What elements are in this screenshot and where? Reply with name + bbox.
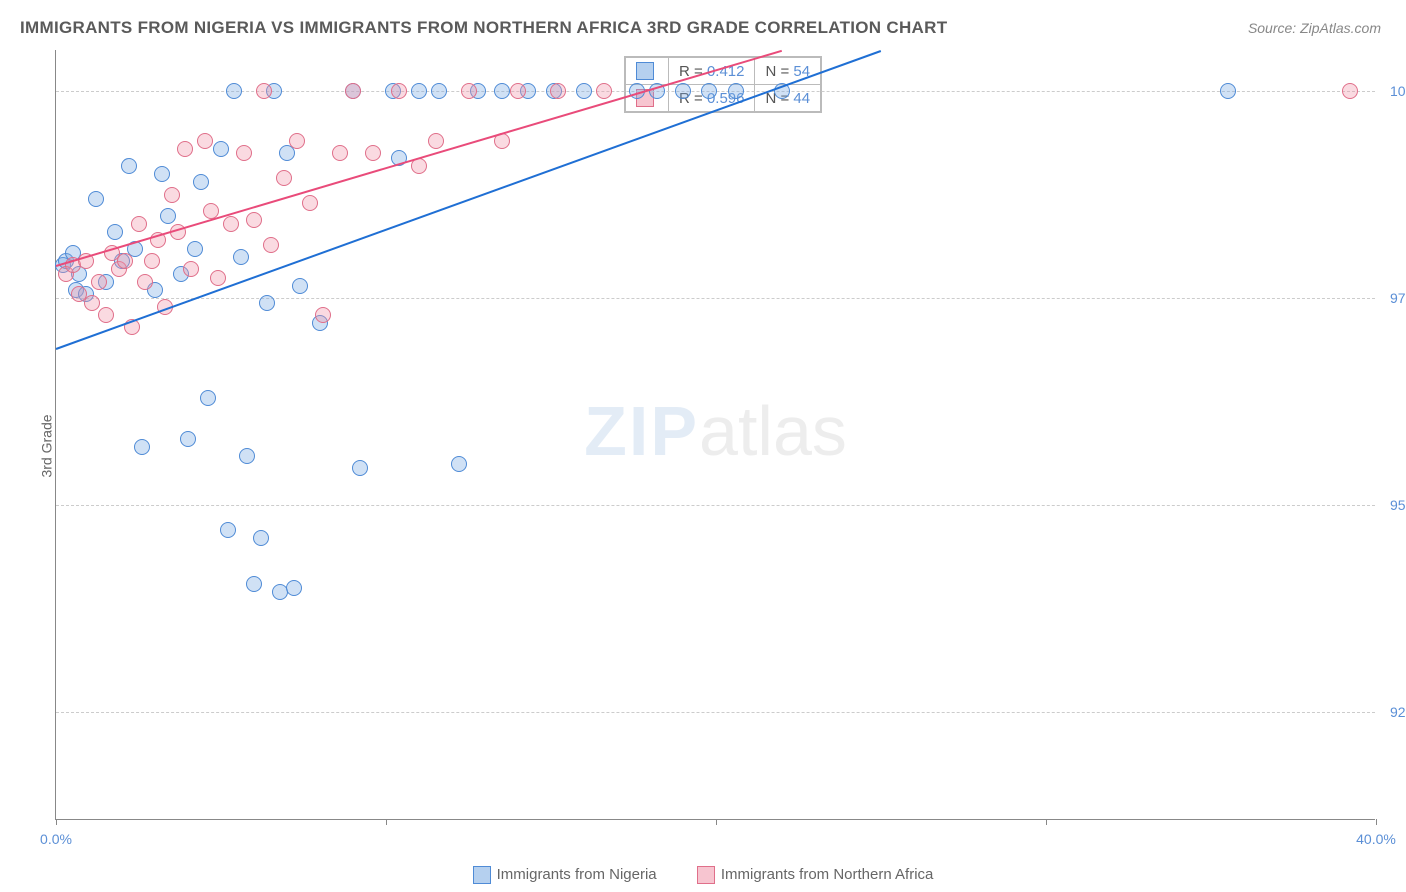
scatter-point-series1 [220,522,236,538]
scatter-point-series1 [160,208,176,224]
y-tick-label: 100.0% [1380,83,1406,99]
scatter-point-series1 [107,224,123,240]
legend-item-series2: Immigrants from Northern Africa [697,866,934,884]
scatter-point-series1 [292,278,308,294]
scatter-point-series1 [253,530,269,546]
scatter-point-series1 [200,390,216,406]
scatter-point-series2 [144,253,160,269]
y-tick-label: 95.0% [1380,497,1406,513]
scatter-point-series1 [259,295,275,311]
legend-label-series2: Immigrants from Northern Africa [721,866,934,883]
scatter-point-series2 [550,83,566,99]
scatter-point-series2 [461,83,477,99]
scatter-point-series2 [98,307,114,323]
scatter-point-series1 [411,83,427,99]
y-tick-label: 97.5% [1380,290,1406,306]
gridline-h [56,298,1375,299]
legend-label-series1: Immigrants from Nigeria [497,866,657,883]
scatter-point-series2 [263,237,279,253]
scatter-point-series1 [675,83,691,99]
x-tick-mark [716,819,717,825]
legend-n-label: N = 54 [755,58,821,85]
scatter-point-series2 [131,216,147,232]
scatter-point-series1 [213,141,229,157]
scatter-point-series2 [289,133,305,149]
scatter-point-series1 [246,576,262,592]
watermark: ZIPatlas [584,391,847,471]
scatter-point-series1 [451,456,467,472]
x-tick-mark [56,819,57,825]
scatter-point-series1 [233,249,249,265]
series-legend: Immigrants from Nigeria Immigrants from … [0,866,1406,884]
scatter-point-series2 [164,187,180,203]
x-tick-mark [386,819,387,825]
scatter-point-series1 [494,83,510,99]
scatter-point-series1 [352,460,368,476]
y-axis-label: 3rd Grade [39,414,55,477]
scatter-point-series2 [596,83,612,99]
scatter-point-series2 [428,133,444,149]
scatter-point-series1 [1220,83,1236,99]
scatter-point-series2 [84,295,100,311]
scatter-point-series2 [210,270,226,286]
scatter-point-series2 [315,307,331,323]
watermark-part1: ZIP [584,392,699,470]
x-tick-label: 40.0% [1356,831,1396,847]
scatter-point-series2 [246,212,262,228]
swatch-series2-icon [697,866,715,884]
gridline-h [56,505,1375,506]
scatter-point-series2 [91,274,107,290]
legend-row-series1: R = 0.412 N = 54 [626,58,821,85]
scatter-point-series2 [177,141,193,157]
scatter-point-series2 [302,195,318,211]
scatter-point-series1 [431,83,447,99]
scatter-point-series1 [286,580,302,596]
scatter-point-series1 [154,166,170,182]
x-tick-mark [1376,819,1377,825]
scatter-point-series2 [183,261,199,277]
swatch-series1-icon [473,866,491,884]
scatter-point-series2 [510,83,526,99]
legend-item-series1: Immigrants from Nigeria [473,866,657,884]
scatter-point-series2 [1342,83,1358,99]
scatter-point-series1 [193,174,209,190]
scatter-point-series1 [576,83,592,99]
scatter-point-series2 [236,145,252,161]
scatter-point-series1 [134,439,150,455]
scatter-point-series2 [276,170,292,186]
scatter-point-series2 [256,83,272,99]
scatter-point-series1 [88,191,104,207]
swatch-series1 [636,62,654,80]
y-tick-label: 92.5% [1380,704,1406,720]
scatter-point-series2 [223,216,239,232]
scatter-point-series2 [137,274,153,290]
x-tick-label: 0.0% [40,831,72,847]
x-tick-mark [1046,819,1047,825]
scatter-point-series1 [187,241,203,257]
scatter-point-series2 [117,253,133,269]
scatter-point-series2 [345,83,361,99]
scatter-point-series1 [728,83,744,99]
scatter-point-series1 [180,431,196,447]
source-attribution: Source: ZipAtlas.com [1248,20,1381,36]
scatter-point-series1 [226,83,242,99]
watermark-part2: atlas [699,392,847,470]
scatter-point-series2 [365,145,381,161]
scatter-plot-area: ZIPatlas R = 0.412 N = 54 R = 0.596 N = … [55,50,1375,820]
scatter-point-series2 [197,133,213,149]
scatter-point-series1 [121,158,137,174]
scatter-point-series1 [239,448,255,464]
scatter-point-series2 [391,83,407,99]
chart-title: IMMIGRANTS FROM NIGERIA VS IMMIGRANTS FR… [20,18,947,38]
gridline-h [56,712,1375,713]
scatter-point-series1 [701,83,717,99]
scatter-point-series2 [332,145,348,161]
